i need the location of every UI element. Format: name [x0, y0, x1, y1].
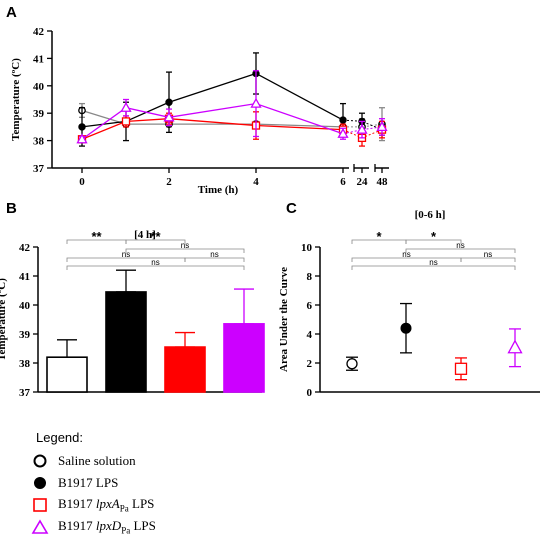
- legend-item-lpxa: B1917 lpxAPa LPS: [30, 496, 154, 514]
- panel-b-significance-label: ns: [151, 258, 159, 267]
- panel-c-significance-label: *: [431, 229, 437, 244]
- panel-a-point-lpxD: [356, 123, 368, 134]
- panel-c-significance-bracket: [405, 239, 462, 244]
- panel-a-point-lpxD: [250, 97, 262, 108]
- panel-b-y-tick-label: 39: [19, 329, 31, 341]
- panel-a-x-tick-label: 0: [79, 176, 85, 188]
- panel-a-x-tick-label: 6: [340, 176, 346, 188]
- panel-b-significance-label: **: [91, 229, 102, 244]
- panel-b-significance-label: **: [150, 229, 161, 244]
- panel-c-significance-label: ns: [484, 250, 492, 259]
- open-triangle-marker-icon: [31, 519, 49, 534]
- panel-a-point-lpxD: [337, 127, 349, 138]
- panel-c-y-tick-label: 10: [301, 242, 313, 254]
- panel-b-y-tick-label: 42: [19, 242, 31, 254]
- legend-label-saline: Saline solution: [58, 453, 136, 468]
- panel-b-bar: [223, 323, 265, 393]
- legend-label-lpxd: B1917 lpxDPa LPS: [58, 518, 156, 536]
- panel-b-bar: [46, 356, 88, 393]
- panel-a-line-lps: [81, 72, 344, 128]
- legend-item-lps: B1917 LPS: [30, 474, 118, 492]
- legend-label-lpxa: B1917 lpxAPa LPS: [58, 496, 155, 514]
- panel-c-y-tick-label: 2: [307, 358, 313, 370]
- panel-c-letter: C: [286, 200, 297, 217]
- panel-a-point-lpxD: [163, 111, 175, 122]
- panel-a-x-tick-label: 2: [166, 176, 172, 188]
- panel-b-y-tick-label: 40: [19, 300, 31, 312]
- panel-b-bar: [164, 346, 206, 393]
- panel-a-line-late-lps: [342, 119, 383, 131]
- panel-c-y-tick-label: 6: [307, 300, 313, 312]
- legend-label-lps: B1917 LPS: [58, 475, 119, 490]
- panel-a-y-tick-label: 37: [33, 163, 45, 175]
- panel-c-significance-label: ns: [456, 241, 464, 250]
- panel-c-y-tick-label: 8: [307, 271, 313, 283]
- panel-a-point-lpxD: [120, 101, 132, 112]
- panel-c-significance-label: ns: [429, 258, 437, 267]
- panel-b-significance-label: ns: [122, 250, 130, 259]
- panel-a-y-tick-label: 39: [33, 108, 45, 120]
- panel-c-significance-label: *: [376, 229, 382, 244]
- legend-title: Legend:: [36, 430, 83, 445]
- panel-a-letter: A: [6, 4, 17, 21]
- panel-c-y-tick-label: 4: [307, 329, 313, 341]
- panel-a-y-tick-label: 40: [33, 81, 45, 93]
- panel-b-significance-bracket: [125, 248, 245, 253]
- panel-b-y-tick-label: 41: [19, 271, 30, 283]
- panel-b-significance-bracket: [184, 257, 245, 262]
- panel-a-x-tick-label: 48: [377, 176, 389, 188]
- panel-c-significance-bracket: [405, 248, 516, 253]
- panel-a-x-tick-label: 4: [253, 176, 259, 188]
- panel-c-scatter-chart: 0 2 4 6 8 10 Area Under the Curve [0-6 h] * * ns ns…: [278, 209, 540, 399]
- panel-a-y-tick-label: 42: [33, 26, 45, 38]
- panel-b-letter: B: [6, 200, 17, 217]
- panel-a-line-saline: [81, 109, 344, 128]
- panel-a-point-lps: [78, 123, 86, 131]
- panel-a-x-axis-title: Time (h): [198, 184, 239, 196]
- panel-a-y-tick-label: 41: [33, 53, 44, 65]
- legend: Legend: Saline solution B1917 LPS B1917 …: [30, 430, 290, 540]
- panel-b-error-bar: [116, 269, 136, 293]
- panel-a-point-lps: [339, 116, 347, 124]
- panel-b-error-bar: [175, 331, 195, 348]
- panel-a-point-lpxD: [76, 133, 88, 144]
- panel-b-significance-bracket: [125, 239, 186, 244]
- open-square-marker-icon: [33, 498, 47, 512]
- legend-item-lpxd: B1917 lpxDPa LPS: [30, 518, 156, 536]
- panel-b-title: [4 h]: [134, 229, 156, 241]
- panel-b-y-tick-label: 38: [19, 358, 31, 370]
- panel-c-y-axis-title: Area Under the Curve: [278, 267, 290, 372]
- open-circle-marker-icon: [33, 454, 47, 468]
- panel-a-point-lpxD: [376, 121, 388, 132]
- panel-a-y-axis-title: Temperature (ºC): [10, 58, 22, 141]
- panel-c-point-lpxD: [507, 339, 523, 354]
- legend-item-saline: Saline solution: [30, 452, 136, 470]
- panel-b-significance-label: ns: [210, 250, 218, 259]
- panel-b-error-bar: [57, 339, 77, 358]
- panel-c-significance-label: ns: [402, 250, 410, 259]
- filled-circle-marker-icon: [34, 477, 46, 489]
- panel-b-significance-bracket: [66, 265, 245, 270]
- panel-c-point-lps: [400, 322, 412, 334]
- panel-c-y-tick-label: 0: [307, 387, 313, 399]
- panel-c-significance-bracket: [460, 257, 516, 262]
- panel-a-x-tick-label: 24: [357, 176, 369, 188]
- panel-a-line-late-lpxD: [342, 126, 383, 135]
- panel-a-line-late-saline: [343, 123, 383, 128]
- panel-a-point-lpxA: [121, 117, 131, 126]
- panel-c-point-lpxA: [454, 362, 468, 375]
- panel-c-significance-bracket: [351, 265, 516, 270]
- panel-a-point-lps: [165, 98, 173, 106]
- panel-b-y-tick-label: 37: [19, 387, 31, 399]
- panel-a-y-tick-label: 38: [33, 136, 45, 148]
- panel-b-y-axis-title: Temperature (ºC): [0, 278, 8, 361]
- panel-b-bar: [105, 291, 147, 393]
- panel-b-significance-label: ns: [181, 241, 189, 250]
- panel-c-title: [0-6 h]: [415, 209, 446, 221]
- panel-b-error-bar: [234, 288, 254, 325]
- panel-c-point-saline: [346, 358, 358, 370]
